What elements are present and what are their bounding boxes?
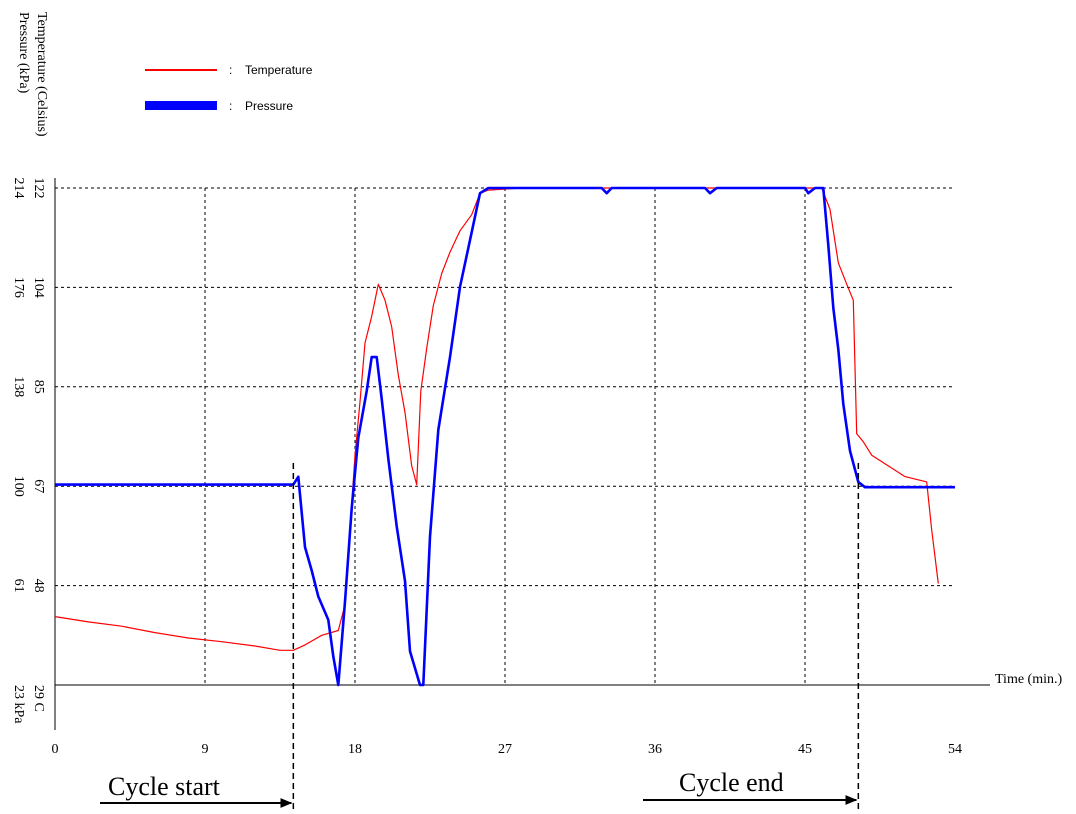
pressure-tick-label: 61 [11, 579, 26, 593]
series-layer [54, 186, 955, 687]
legend-temperature-label: Temperature [245, 63, 313, 77]
pressure-tick-label: 23 kPa [11, 685, 26, 724]
pressure-tick-label: 138 [11, 376, 26, 397]
pressure-tick-label: 100 [11, 476, 26, 497]
temperature-tick-label: 104 [31, 277, 46, 298]
axes: Time (min.) [54, 178, 1062, 730]
legend-pressure-label: Pressure [245, 99, 293, 113]
cycle-end-label: Cycle end [679, 768, 784, 797]
x-tick-label: 45 [798, 742, 812, 757]
tick-labels: 0 9 18 27 36 45 54 29 C 48 67 85 104 122 23 kPa 61 100 1… [11, 178, 962, 758]
temperature-axis-title: Temperature (Celsius) [34, 12, 49, 137]
legend: : Temperature : Pressure [145, 63, 313, 113]
x-tick-label: 27 [498, 742, 512, 757]
temperature-tick-label: 122 [31, 178, 46, 199]
temperature-tick-label: 85 [31, 380, 46, 394]
pressure-axis-title: Pressure (kPa) [16, 12, 31, 94]
x-tick-label: 18 [348, 742, 362, 757]
temperature-series-line [54, 187, 939, 651]
legend-pressure-separator: : [229, 99, 232, 113]
x-tick-label: 54 [948, 742, 962, 757]
x-axis-label: Time (min.) [995, 672, 1062, 687]
legend-temperature-separator: : [229, 63, 232, 77]
temperature-tick-label: 48 [31, 579, 46, 593]
pressure-series-line [55, 186, 955, 687]
cycle-start-label: Cycle start [108, 772, 221, 801]
x-tick-label: 36 [648, 742, 662, 757]
pressure-tick-label: 176 [11, 277, 26, 298]
x-tick-label: 0 [52, 742, 59, 757]
temperature-tick-label: 67 [31, 479, 46, 493]
temperature-tick-label: 29 C [31, 685, 46, 712]
x-tick-label: 9 [202, 742, 209, 757]
pressure-tick-label: 214 [11, 178, 26, 199]
grid [55, 187, 955, 685]
annotations: Cycle start Cycle end [100, 463, 860, 810]
legend-pressure-swatch [145, 101, 217, 110]
